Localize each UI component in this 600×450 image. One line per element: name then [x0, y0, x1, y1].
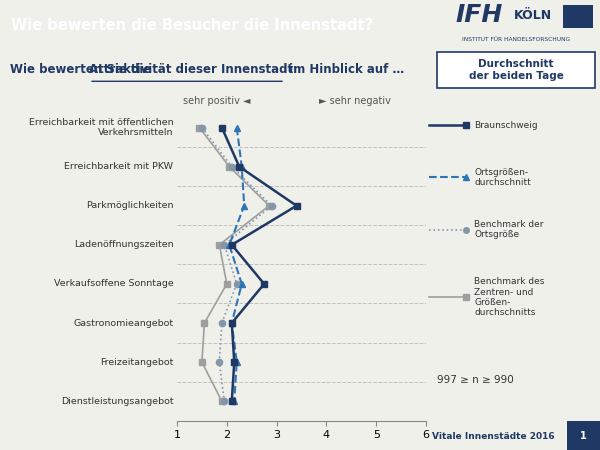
Text: 997 ≥ n ≥ 990: 997 ≥ n ≥ 990 — [437, 375, 514, 385]
Text: im Hinblick auf …: im Hinblick auf … — [285, 63, 404, 76]
Text: IFH: IFH — [455, 3, 503, 27]
Text: Erreichbarkeit mit PKW: Erreichbarkeit mit PKW — [64, 162, 173, 171]
Text: Benchmark des
Zentren- und
Größen-
durchschnitts: Benchmark des Zentren- und Größen- durch… — [475, 277, 545, 317]
Text: Ortsgrößen-
durchschnitt: Ortsgrößen- durchschnitt — [475, 167, 531, 187]
Text: Parkmöglichkeiten: Parkmöglichkeiten — [86, 201, 173, 210]
Bar — [563, 5, 593, 28]
FancyBboxPatch shape — [437, 52, 595, 88]
Text: Erreichbarkeit mit öffentlichen
Verkehrsmitteln: Erreichbarkeit mit öffentlichen Verkehrs… — [29, 118, 173, 137]
Text: ► sehr negativ: ► sehr negativ — [319, 96, 391, 106]
Text: Vitale Innenstädte 2016: Vitale Innenstädte 2016 — [432, 432, 554, 441]
Text: Wie bewerten die Besucher die Innenstadt?: Wie bewerten die Besucher die Innenstadt… — [11, 18, 373, 33]
Text: Ladenöffnungszeiten: Ladenöffnungszeiten — [74, 240, 173, 249]
Bar — [567, 421, 600, 450]
Text: Braunschweig: Braunschweig — [475, 121, 538, 130]
Text: Freizeitangebot: Freizeitangebot — [100, 358, 173, 367]
Text: Wie bewerten Sie die: Wie bewerten Sie die — [10, 63, 156, 76]
Text: sehr positiv ◄: sehr positiv ◄ — [183, 96, 250, 106]
Text: Benchmark der
Ortsgröße: Benchmark der Ortsgröße — [475, 220, 544, 239]
Text: Dienstleistungsangebot: Dienstleistungsangebot — [61, 397, 173, 406]
Text: Gastronomieangebot: Gastronomieangebot — [73, 319, 173, 328]
Text: Verkaufsoffene Sonntage: Verkaufsoffene Sonntage — [53, 279, 173, 288]
Text: Durchschnitt
der beiden Tage: Durchschnitt der beiden Tage — [469, 59, 563, 81]
Text: 1: 1 — [580, 431, 587, 441]
Text: INSTITUT FÜR HANDELSFORSCHUNG: INSTITUT FÜR HANDELSFORSCHUNG — [462, 37, 570, 42]
Text: Attraktivität dieser Innenstadt: Attraktivität dieser Innenstadt — [89, 63, 293, 76]
Text: KÖLN: KÖLN — [514, 9, 552, 22]
